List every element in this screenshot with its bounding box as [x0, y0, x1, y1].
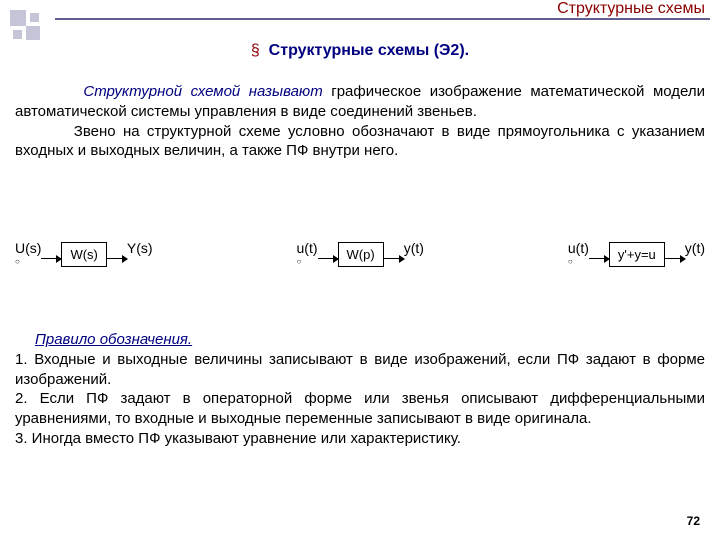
diagram-output-label: Y(s): [127, 241, 153, 256]
block-diagrams-row: U(s) ○ W(s) Y(s) u(t) ○ W(p) y(t) u(t) ○…: [15, 240, 705, 267]
block-diagram-1: U(s) ○ W(s) Y(s): [15, 240, 153, 267]
block-diagram-3: u(t) ○ y'+y=u y(t): [568, 240, 705, 267]
section-title-text: Структурные схемы (Э2).: [269, 42, 469, 59]
arrow-icon: [665, 258, 685, 259]
arrow-icon: [384, 258, 404, 259]
arrow-icon: [589, 258, 609, 259]
diagram-output-label: y(t): [685, 241, 705, 256]
section-mark: §: [251, 42, 260, 59]
rules-title: Правило обозначения.: [35, 331, 192, 348]
arrow-icon: [318, 258, 338, 259]
signal-origin-dot: ○: [568, 258, 573, 266]
header-rule: [55, 18, 710, 20]
arrow-icon: [41, 258, 61, 259]
transfer-function-box: W(p): [338, 242, 384, 267]
diagram-output-label: y(t): [404, 241, 424, 256]
definition-line2: Звено на структурной схеме условно обозн…: [15, 123, 705, 160]
definition-paragraph: Структурной схемой называют графическое …: [15, 82, 705, 161]
diagram-input-label: u(t): [568, 241, 589, 256]
rule-2: 2. Если ПФ задают в операторной форме ил…: [15, 390, 705, 427]
section-title: § Структурные схемы (Э2).: [0, 42, 720, 60]
page-number: 72: [687, 514, 700, 528]
running-header: Структурные схемы: [557, 0, 705, 18]
block-diagram-2: u(t) ○ W(p) y(t): [297, 240, 424, 267]
signal-origin-dot: ○: [297, 258, 302, 266]
definition-term: Структурной схемой называют: [83, 83, 322, 100]
diagram-input-label: u(t): [297, 241, 318, 256]
rules-block: Правило обозначения. 1. Входные и выходн…: [15, 330, 705, 449]
signal-origin-dot: ○: [15, 258, 20, 266]
equation-box: y'+y=u: [609, 242, 665, 267]
rule-3: 3. Иногда вместо ПФ указывают уравнение …: [15, 430, 461, 447]
arrow-icon: [107, 258, 127, 259]
transfer-function-box: W(s): [61, 242, 106, 267]
diagram-input-label: U(s): [15, 241, 41, 256]
rule-1: 1. Входные и выходные величины записываю…: [15, 351, 705, 388]
